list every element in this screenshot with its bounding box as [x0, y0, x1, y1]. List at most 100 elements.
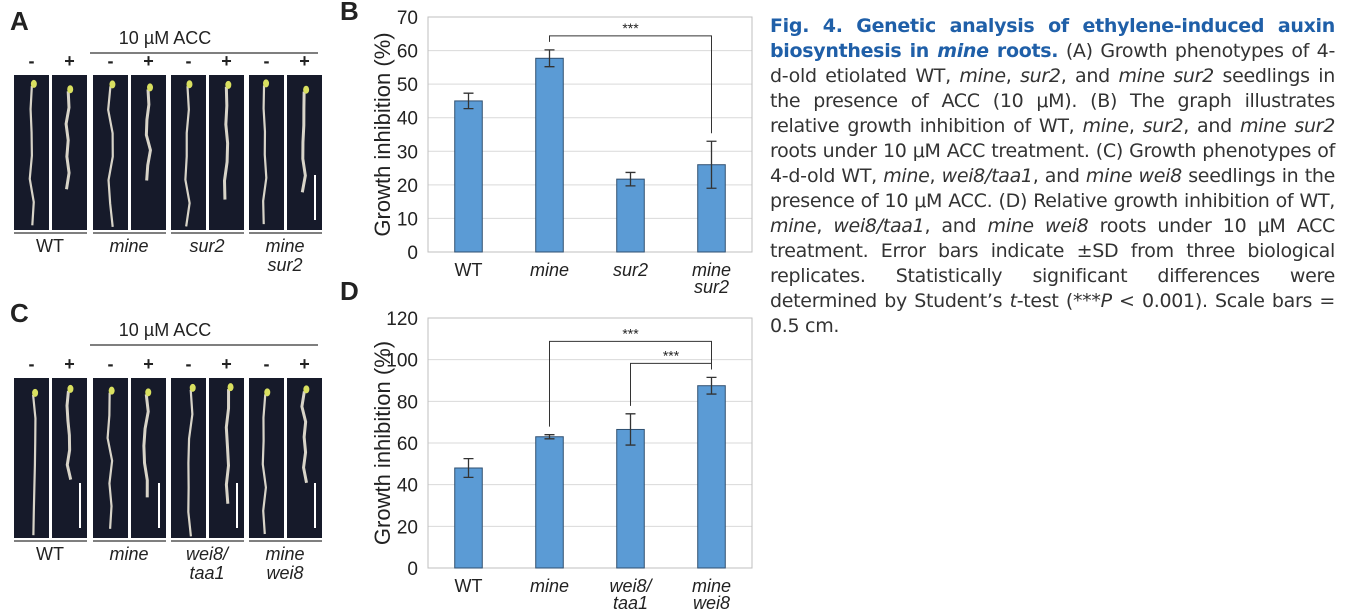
x-tick-label: mine [530, 576, 569, 596]
y-tick-label: 40 [397, 109, 418, 130]
caption-run: mine [883, 165, 930, 187]
bar [535, 57, 564, 253]
y-tick-label: 20 [397, 176, 418, 197]
treatment-sign: - [186, 354, 192, 374]
treatment-sign: + [299, 354, 310, 374]
plot-frame [427, 16, 753, 253]
treatment-sign: - [29, 51, 35, 71]
error-bar [706, 140, 717, 189]
panel-letter: D [340, 276, 359, 306]
caption-run: sur2 [1142, 115, 1184, 137]
cotyledon [147, 83, 154, 92]
caption-run: mine [959, 65, 1006, 87]
y-tick-label: 80 [397, 392, 418, 413]
bar [616, 428, 645, 569]
caption-run: mine sur2 [1239, 115, 1335, 137]
treatment-sign: - [29, 354, 35, 374]
caption-title: Fig. 4. Genetic analysis of ethylene-ind… [770, 15, 1335, 62]
seedling [262, 85, 268, 225]
seedling [28, 85, 35, 226]
seedling [300, 391, 308, 484]
y-tick-label: 60 [397, 42, 418, 63]
caption-run: Fig. 4. Genetic analysis of ethylene-ind… [770, 15, 1335, 62]
bar [454, 467, 483, 569]
y-tick-label: 10 [397, 209, 418, 230]
caption-run: -test (*** [1016, 290, 1101, 312]
seedling-photo [209, 378, 244, 538]
cotyledon [108, 386, 115, 395]
caption-run: seedlings in the presence of ACC (10 μM)… [770, 65, 1336, 137]
panel-letter: C [10, 298, 29, 328]
caption-body: (A) Growth phenotypes of 4-d-old etiolat… [770, 40, 1335, 337]
panel-letter: A [10, 6, 29, 36]
y-tick-label: 0 [407, 243, 418, 264]
treatment-sign: - [108, 51, 114, 71]
genotype-label: sur2 [189, 236, 224, 256]
bar [454, 100, 483, 253]
bar [697, 385, 726, 569]
x-tick-label: wei8/ [609, 576, 653, 596]
caption-run: seedlings in the presence of 10 μM ACC. … [770, 165, 1335, 212]
caption-run: mine [1082, 115, 1129, 137]
caption-run: mine wei8 [987, 215, 1089, 237]
significance-label: *** [622, 325, 639, 341]
cotyledon [67, 85, 74, 94]
caption-run: , [929, 165, 942, 187]
caption-run: mine sur2 [1118, 65, 1214, 87]
x-tick-label: sur2 [694, 277, 729, 297]
treatment-sign: + [299, 51, 310, 71]
caption-run: roots under 10 μM ACC treatment. (C) Gro… [770, 140, 1335, 187]
y-tick-label: 30 [397, 142, 418, 163]
x-tick-label: mine [692, 260, 731, 280]
caption-run: t [1009, 290, 1017, 312]
genotype-label: taa1 [189, 563, 224, 583]
significance-label: *** [663, 347, 680, 363]
error-bar [544, 49, 555, 68]
y-axis-label: Growth inhibition (%) [370, 32, 395, 236]
error-bar [463, 92, 474, 110]
caption-run: sur2 [1020, 65, 1061, 87]
x-tick-label: WT [455, 260, 483, 280]
seedling [224, 389, 231, 504]
genotype-label: mine [265, 544, 304, 564]
seedling [223, 86, 230, 200]
caption-run: , and [1060, 65, 1119, 87]
treatment-sign: + [143, 51, 154, 71]
seedling [142, 394, 150, 498]
y-axis-label: Growth inhibition (%) [370, 341, 395, 545]
seedling [187, 389, 194, 537]
caption-run: , [816, 215, 834, 237]
seedling [32, 394, 37, 536]
genotype-label: WT [36, 236, 64, 256]
cotyledon [225, 80, 232, 89]
caption-run: roots under 10 μM ACC treatment. Error b… [770, 215, 1335, 312]
treatment-sign: + [64, 51, 75, 71]
caption: Fig. 4. Genetic analysis of ethylene-ind… [770, 14, 1335, 339]
x-tick-label: mine [692, 576, 731, 596]
treatment-sign: - [108, 354, 114, 374]
significance-bracket [549, 340, 712, 427]
y-tick-label: 50 [397, 75, 418, 96]
seedling [64, 91, 71, 190]
y-tick-label: 40 [397, 476, 418, 497]
significance-label: *** [622, 20, 639, 36]
caption-run: , [1128, 115, 1143, 137]
seedling [107, 86, 114, 227]
x-tick-label: wei8 [693, 593, 730, 613]
genotype-label: WT [36, 544, 64, 564]
cotyledon [67, 384, 74, 393]
caption-run: mine [770, 215, 817, 237]
treatment-sign: + [221, 51, 232, 71]
cotyledon [227, 383, 234, 392]
x-tick-label: mine [530, 260, 569, 280]
treatment-sign: + [143, 354, 154, 374]
cotyledon [303, 385, 310, 394]
genotype-label: wei8 [266, 563, 303, 583]
caption-run: wei8/taa1 [833, 215, 925, 237]
caption-run: wei8/taa1 [941, 165, 1033, 187]
bar [535, 436, 564, 569]
cotyledon [109, 80, 116, 89]
error-bar [625, 413, 636, 446]
y-tick-label: 0 [407, 559, 418, 580]
error-bar [706, 376, 717, 395]
